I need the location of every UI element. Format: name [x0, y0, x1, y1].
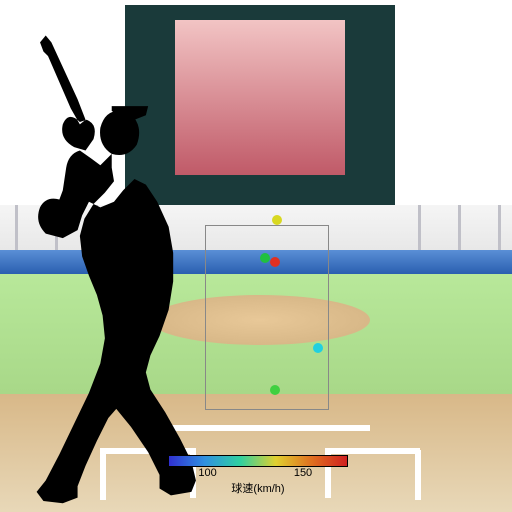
pitch-marker	[272, 215, 282, 225]
pitch-marker	[270, 257, 280, 267]
pitch-marker	[260, 253, 270, 263]
baseball-stage: 100 150 球速(km/h)	[0, 0, 512, 512]
legend-gradient-bar	[168, 455, 348, 467]
legend-ticks: 100 150	[168, 467, 348, 481]
batter-silhouette	[0, 31, 228, 509]
speed-legend: 100 150 球速(km/h)	[168, 455, 348, 496]
legend-tick: 150	[294, 467, 312, 479]
legend-label: 球速(km/h)	[168, 480, 348, 496]
pitch-marker	[313, 343, 323, 353]
legend-tick: 100	[198, 467, 216, 479]
pitch-marker	[270, 385, 280, 395]
